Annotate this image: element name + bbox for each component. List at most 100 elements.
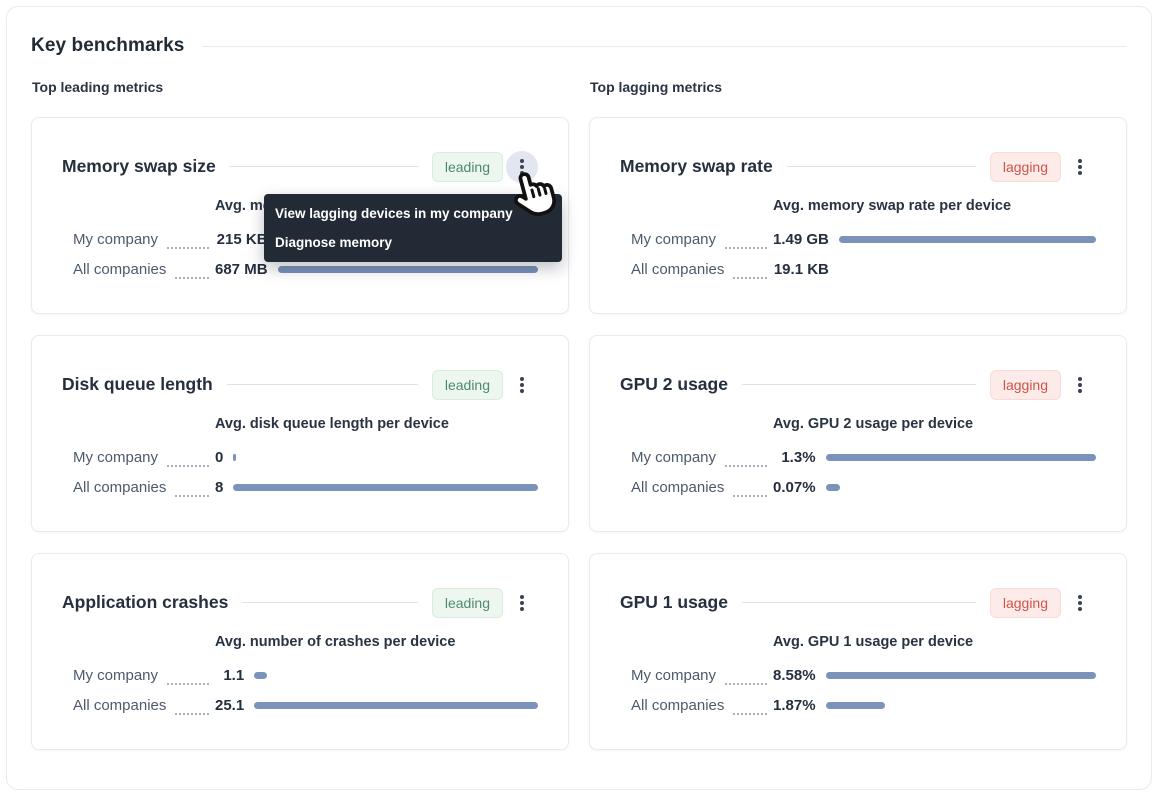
value-bar [825, 483, 841, 491]
card-chart: Avg. GPU 1 usage per device My company 8… [620, 634, 1096, 720]
status-badge: leading [431, 151, 503, 182]
card-header: Memory swap size leading [62, 118, 538, 183]
benchmark-rows: My company 215 KB All companies 687 MB [62, 224, 538, 284]
title-divider [786, 166, 976, 167]
status-badge: lagging [989, 587, 1061, 618]
metric-columns: Top leading metrics Memory swap size lea… [31, 79, 1127, 771]
row-value: 0 [215, 448, 224, 466]
kebab-menu-button[interactable] [506, 150, 538, 183]
kebab-menu-button[interactable] [1064, 587, 1096, 619]
card-title: Disk queue length [62, 374, 213, 394]
kebab-icon [1078, 600, 1082, 605]
value-bar [254, 701, 538, 709]
row-value: 25.1 [215, 696, 245, 714]
kebab-menu-button[interactable] [1064, 151, 1096, 183]
dotted-leader [167, 239, 209, 249]
benchmark-rows: My company 1.1 All companies 25.1 [62, 660, 538, 720]
bar-track [825, 690, 1096, 720]
kebab-icon [520, 600, 524, 605]
chart-title: Avg. GPU 2 usage per device [773, 416, 974, 432]
status-badge: lagging [989, 369, 1061, 400]
row-value: 1.1 [223, 666, 245, 684]
card-chart: Avg. memory swap rate per device My comp… [620, 198, 1096, 284]
title-divider [741, 384, 976, 385]
row-value: 687 MB [215, 260, 268, 278]
kebab-icon [520, 164, 524, 169]
dotted-leader [167, 675, 209, 685]
benchmark-rows: My company 1.3% All companies 0.07% [620, 442, 1096, 502]
row-label: All companies [631, 260, 725, 278]
card-chart: Avg. disk queue length per device My com… [62, 416, 538, 502]
chart-title: Avg. disk queue length per device [215, 416, 449, 432]
menu-item-diagnose-memory[interactable]: Diagnose memory [275, 235, 393, 250]
metric-card-gpu-2-usage: GPU 2 usage lagging Avg. GPU 2 usage per… [589, 335, 1127, 532]
row-value: 8 [215, 478, 224, 496]
status-badge: leading [431, 587, 503, 618]
row-value: 1.49 GB [773, 230, 829, 248]
chart-title: Avg. memory swap rate per device [773, 198, 1012, 214]
bar-track [254, 660, 538, 690]
bar-track [277, 254, 538, 284]
bar-track [825, 442, 1096, 472]
row-label: My company [631, 230, 717, 248]
dotted-leader [175, 269, 209, 279]
value-bar [825, 671, 1096, 679]
status-badge: lagging [989, 151, 1061, 182]
card-title: GPU 1 usage [620, 592, 728, 612]
card-title: GPU 2 usage [620, 374, 728, 394]
card-header: GPU 2 usage lagging [620, 336, 1096, 400]
dotted-leader [175, 705, 209, 715]
metric-card-memory-swap-rate: Memory swap rate lagging Avg. memory swa… [589, 117, 1127, 314]
value-bar [825, 453, 1096, 461]
row-label: All companies [631, 478, 725, 496]
card-chart: Avg. GPU 2 usage per device My company 1… [620, 416, 1096, 502]
bar-track [825, 660, 1096, 690]
row-label: My company [631, 448, 717, 466]
card-chart: Avg. number of crashes per device My com… [62, 634, 538, 720]
menu-item-view-lagging-devices[interactable]: View lagging devices in my company [275, 206, 513, 221]
row-value: 1.3% [781, 448, 816, 466]
lagging-column: Top lagging metrics Memory swap rate lag… [589, 79, 1127, 771]
row-value: 1.87% [773, 696, 816, 714]
row-value: 215 KB [216, 230, 268, 248]
card-title: Application crashes [62, 592, 229, 612]
row-label: All companies [73, 260, 167, 278]
bar-track [233, 472, 538, 502]
card-title: Memory swap rate [620, 156, 773, 176]
metric-card-disk-queue-length: Disk queue length leading Avg. disk queu… [31, 335, 569, 532]
dotted-leader [725, 457, 767, 467]
card-header: GPU 1 usage lagging [620, 554, 1096, 618]
chart-title: Avg. number of crashes per device [215, 634, 456, 650]
bar-track [838, 224, 1096, 254]
leading-column: Top leading metrics Memory swap size lea… [31, 79, 569, 771]
benchmark-rows: My company 0 All companies 8 [62, 442, 538, 502]
value-bar [254, 671, 267, 679]
row-value: 19.1 KB [773, 260, 829, 278]
context-menu: View lagging devices in my company Diagn… [264, 194, 562, 262]
dotted-leader [725, 239, 767, 249]
row-label: All companies [73, 696, 167, 714]
title-divider [226, 384, 418, 385]
benchmark-rows: My company 1.49 GB All companies 19.1 KB [620, 224, 1096, 284]
bar-track [233, 442, 538, 472]
kebab-icon [1078, 382, 1082, 387]
kebab-menu-button[interactable] [506, 587, 538, 619]
title-divider [229, 166, 418, 167]
benchmark-rows: My company 8.58% All companies 1.87% [620, 660, 1096, 720]
card-header: Disk queue length leading [62, 336, 538, 400]
kebab-menu-button[interactable] [506, 369, 538, 401]
card-header: Memory swap rate lagging [620, 118, 1096, 182]
kebab-menu-button[interactable] [1064, 369, 1096, 401]
header-divider [202, 45, 1127, 47]
metric-card-gpu-1-usage: GPU 1 usage lagging Avg. GPU 1 usage per… [589, 553, 1127, 750]
value-bar [277, 265, 538, 273]
dotted-leader [175, 487, 209, 497]
status-badge: leading [431, 369, 503, 400]
row-label: All companies [73, 478, 167, 496]
title-divider [242, 602, 418, 603]
metric-card-application-crashes: Application crashes leading Avg. number … [31, 553, 569, 750]
value-bar [233, 453, 237, 461]
bar-track [254, 690, 538, 720]
page-header: Key benchmarks [31, 35, 1127, 57]
row-label: My company [73, 666, 159, 684]
